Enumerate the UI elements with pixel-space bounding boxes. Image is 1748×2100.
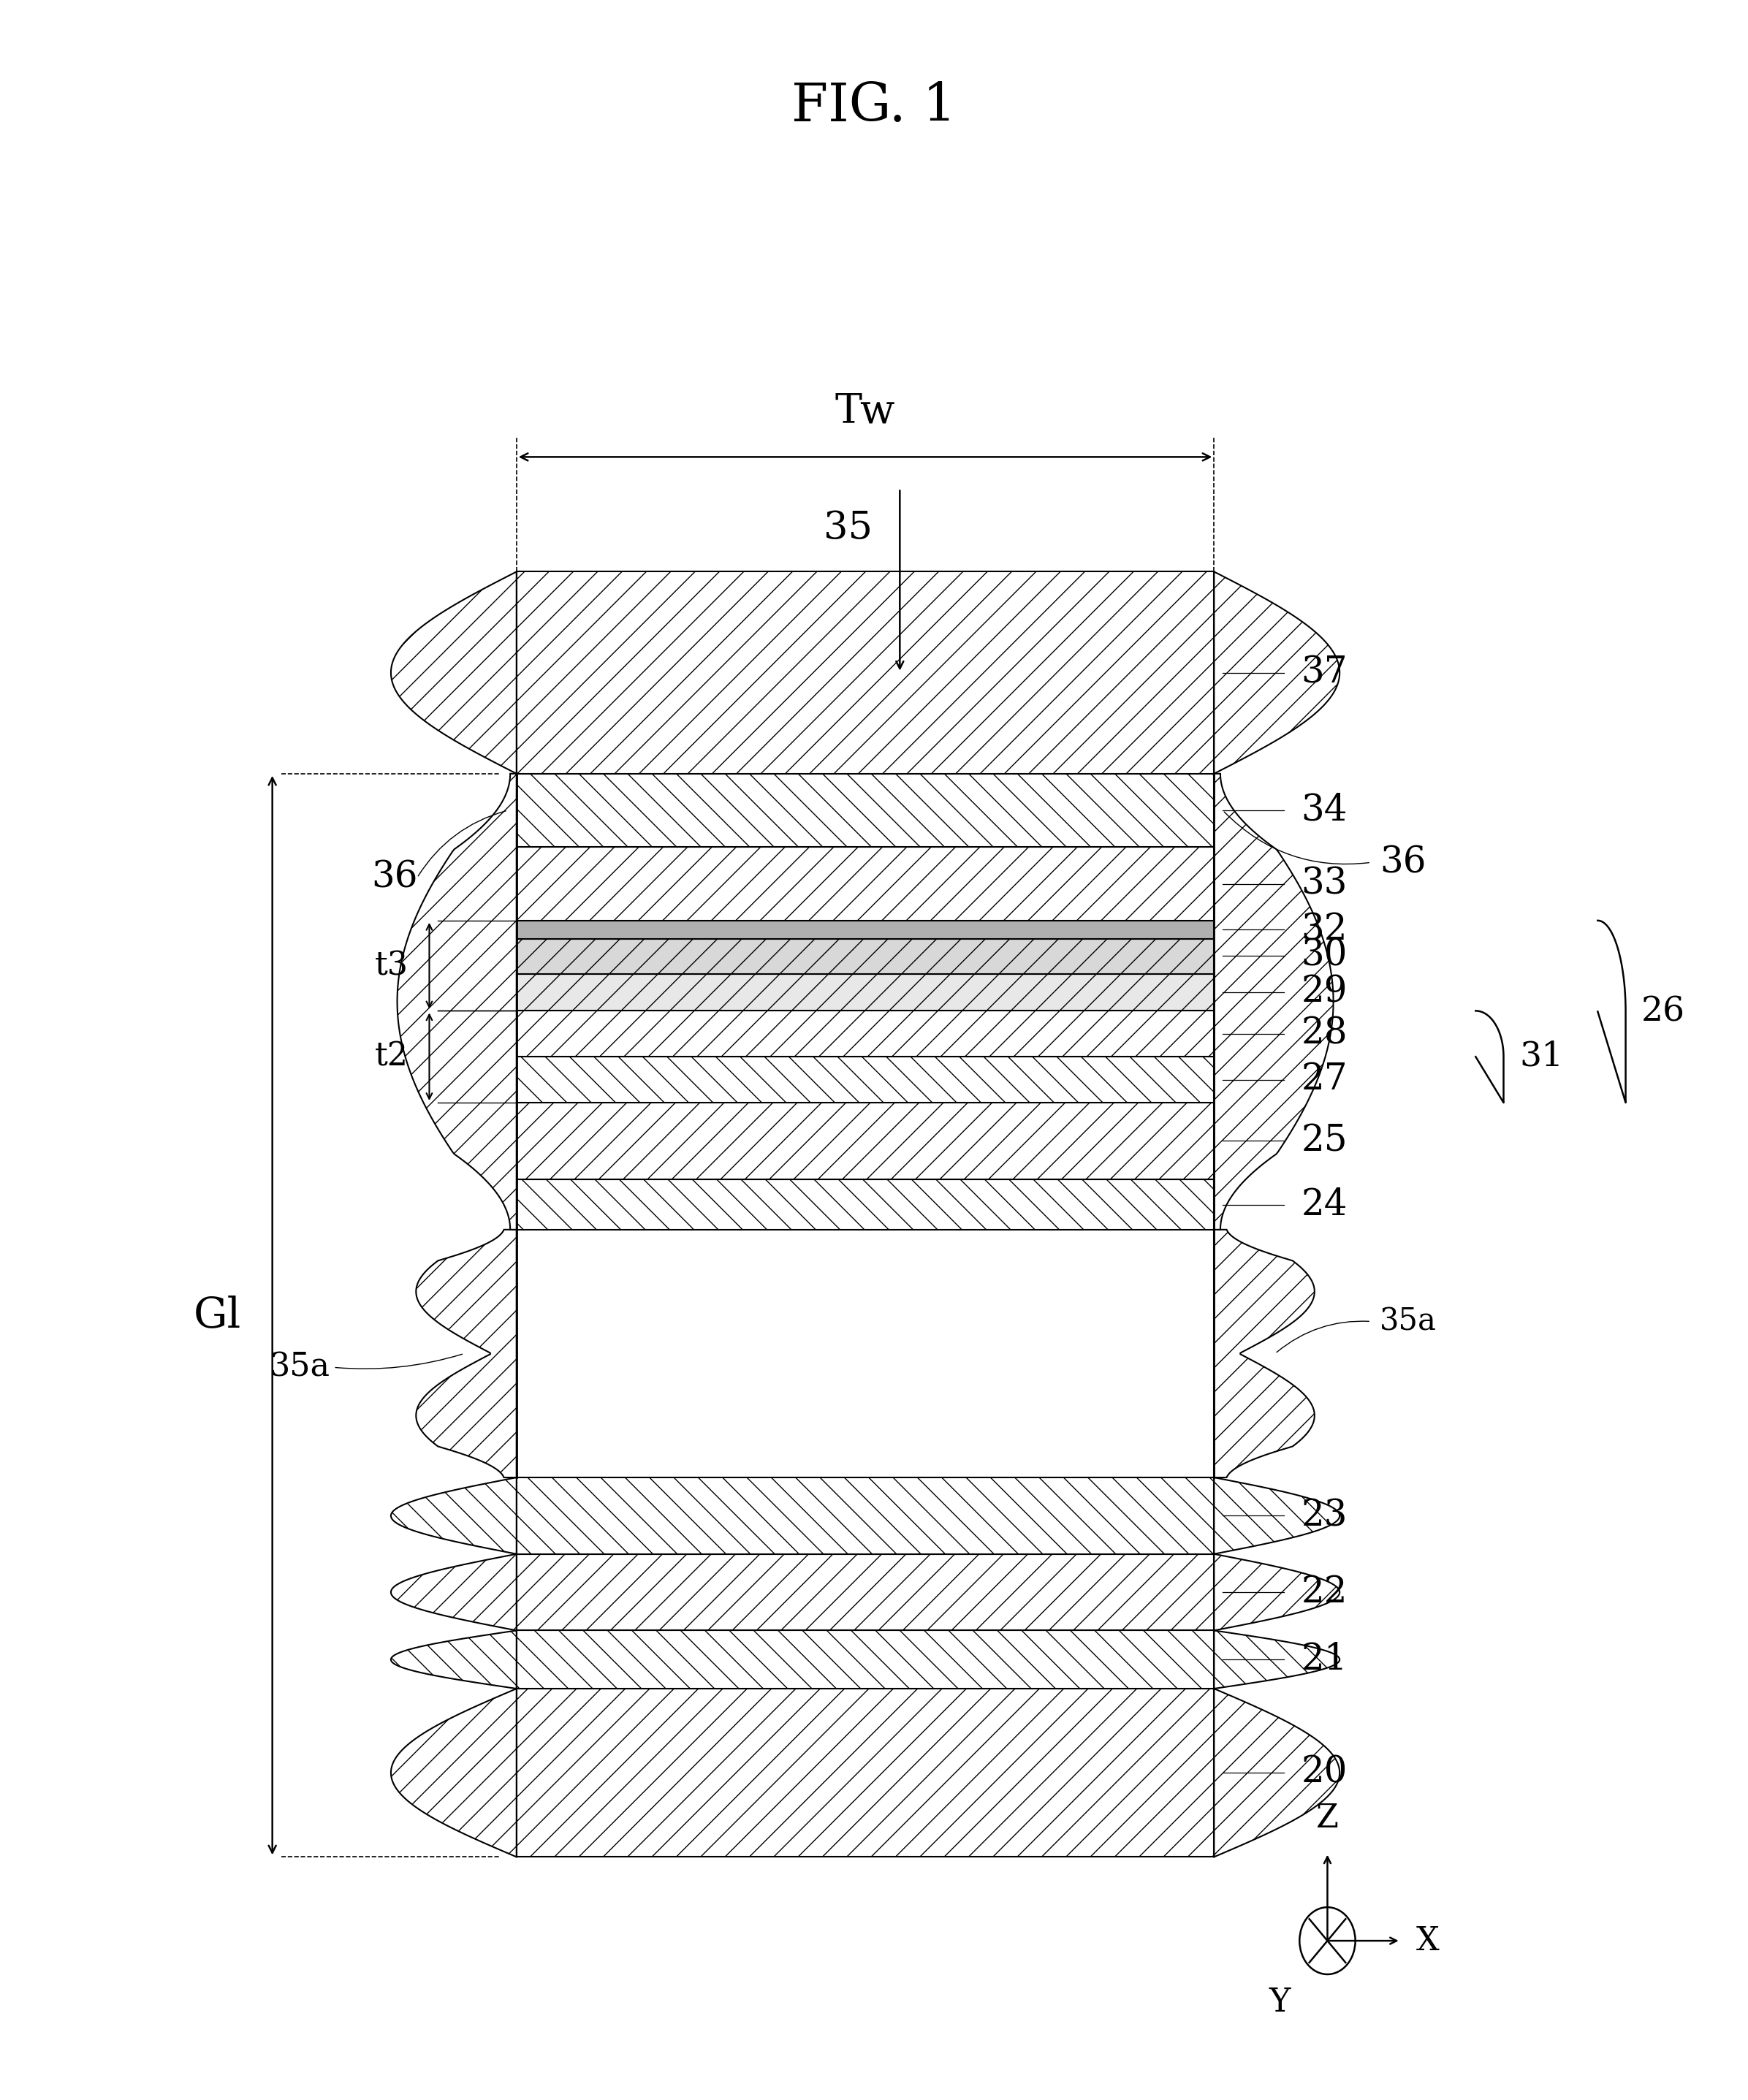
Polygon shape bbox=[392, 1554, 516, 1630]
Text: 33: 33 bbox=[1301, 865, 1348, 901]
Bar bbox=[516, 1178, 1215, 1231]
Polygon shape bbox=[1215, 571, 1339, 773]
Text: 26: 26 bbox=[1641, 995, 1685, 1029]
Bar bbox=[516, 974, 1215, 1010]
Text: 23: 23 bbox=[1301, 1497, 1348, 1533]
Polygon shape bbox=[1215, 773, 1334, 1231]
Polygon shape bbox=[392, 571, 516, 773]
Polygon shape bbox=[1215, 1231, 1314, 1478]
Text: Tw: Tw bbox=[836, 393, 895, 433]
Bar bbox=[516, 920, 1215, 939]
Bar bbox=[516, 571, 1215, 773]
Polygon shape bbox=[1215, 1630, 1339, 1688]
Text: 36: 36 bbox=[1379, 844, 1426, 880]
Text: FIG. 1: FIG. 1 bbox=[792, 82, 956, 132]
Text: t3: t3 bbox=[374, 949, 409, 981]
Text: 35a: 35a bbox=[1379, 1306, 1437, 1338]
Text: Z: Z bbox=[1316, 1802, 1339, 1833]
Polygon shape bbox=[392, 1688, 516, 1856]
Text: 30: 30 bbox=[1301, 939, 1348, 974]
Bar bbox=[516, 773, 1215, 846]
Text: Y: Y bbox=[1269, 1987, 1290, 2018]
Bar bbox=[516, 1010, 1215, 1056]
Bar bbox=[516, 1478, 1215, 1554]
Text: 27: 27 bbox=[1301, 1063, 1348, 1098]
Polygon shape bbox=[392, 1630, 516, 1688]
Polygon shape bbox=[392, 1478, 516, 1554]
Text: 36: 36 bbox=[371, 859, 418, 897]
Text: 32: 32 bbox=[1301, 911, 1348, 947]
Polygon shape bbox=[397, 773, 516, 1231]
Polygon shape bbox=[416, 1231, 516, 1478]
Bar bbox=[516, 939, 1215, 974]
Bar bbox=[516, 846, 1215, 920]
Bar bbox=[516, 1554, 1215, 1630]
Bar bbox=[516, 1103, 1215, 1178]
Text: 31: 31 bbox=[1519, 1040, 1563, 1073]
Text: Gl: Gl bbox=[194, 1296, 241, 1336]
Bar bbox=[516, 1056, 1215, 1103]
Text: 34: 34 bbox=[1301, 792, 1348, 830]
Bar bbox=[516, 1688, 1215, 1856]
Text: X: X bbox=[1416, 1926, 1440, 1957]
Text: 22: 22 bbox=[1301, 1575, 1348, 1611]
Polygon shape bbox=[1215, 1478, 1339, 1554]
Bar bbox=[516, 1630, 1215, 1688]
Text: 29: 29 bbox=[1301, 974, 1348, 1010]
Text: 35a: 35a bbox=[269, 1352, 330, 1384]
Text: 28: 28 bbox=[1301, 1016, 1348, 1052]
Text: t2: t2 bbox=[374, 1042, 409, 1073]
Text: 35: 35 bbox=[823, 510, 872, 546]
Polygon shape bbox=[1215, 1554, 1339, 1630]
Text: 37: 37 bbox=[1301, 655, 1348, 691]
Text: 25: 25 bbox=[1301, 1124, 1348, 1159]
Text: 20: 20 bbox=[1301, 1756, 1348, 1791]
Text: 24: 24 bbox=[1301, 1186, 1348, 1222]
Text: 21: 21 bbox=[1301, 1642, 1348, 1678]
Polygon shape bbox=[1215, 1688, 1339, 1856]
